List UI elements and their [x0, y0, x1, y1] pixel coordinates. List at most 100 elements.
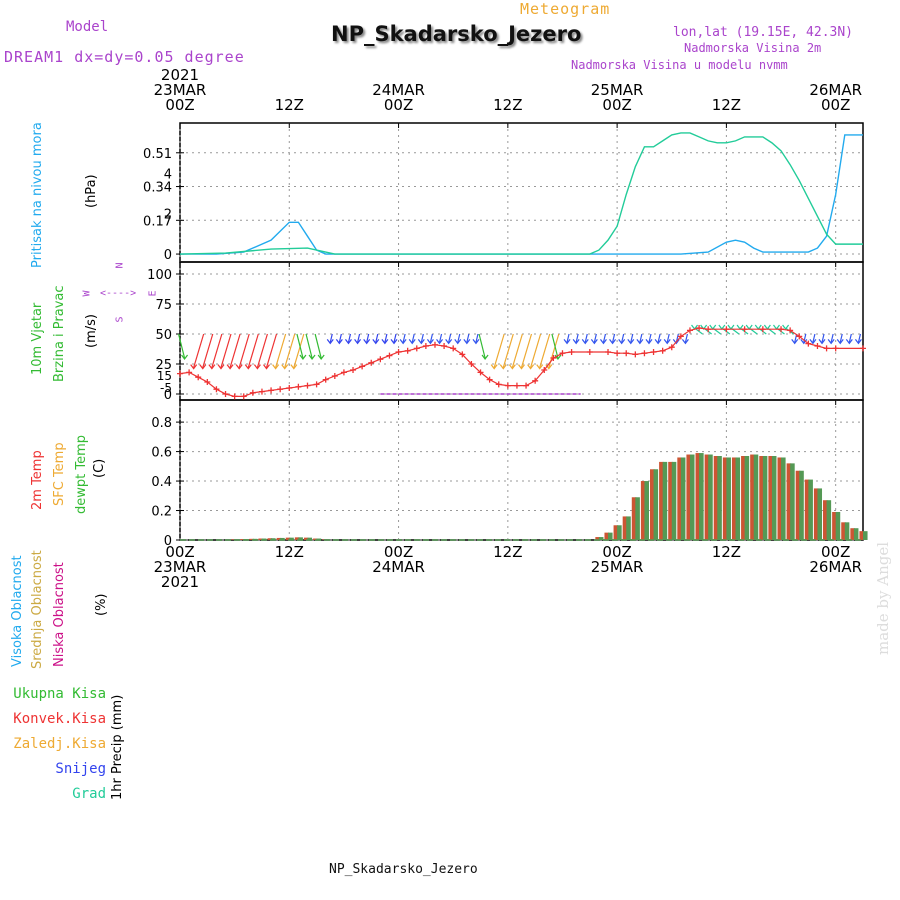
- wind-speed-marker: [368, 359, 375, 366]
- wind-speed-marker: [204, 379, 211, 385]
- wind-barb-head: [681, 339, 689, 345]
- wind-speed-marker: [441, 343, 448, 349]
- wind-barb: [193, 333, 205, 368]
- temp-bar-b: [835, 512, 841, 540]
- wind-barb-head: [818, 339, 826, 345]
- panel-2-ytick-label: 25: [155, 358, 172, 373]
- wind-barb-head: [290, 364, 298, 370]
- station-title: NP_Skadarsko_Jezero: [331, 22, 582, 46]
- wind-speed-marker: [268, 387, 275, 394]
- temp-bar-a: [668, 461, 673, 540]
- panel-1-ytick-label: 0.34: [143, 181, 172, 196]
- temp-bar-a: [231, 539, 236, 540]
- wind-barb-head: [718, 324, 726, 330]
- wind-speed-marker: [504, 382, 511, 389]
- panel-3-ytick-label: 0: [164, 534, 172, 549]
- top-time-label-line: 26MAR: [809, 81, 863, 99]
- wind-barb: [305, 333, 313, 359]
- panel-1-right-tick-label: 4: [164, 168, 172, 183]
- temp-bar-a: [677, 457, 682, 540]
- temp-bar-b: [626, 516, 631, 540]
- wind-speed-marker: [741, 326, 748, 333]
- chart-type: Meteogram: [520, 0, 611, 18]
- temp-bar-b: [598, 537, 604, 540]
- wind-barb-head: [463, 339, 471, 345]
- panel-1-ytick-label: 0.51: [143, 147, 172, 162]
- wind-barb-head: [272, 364, 280, 370]
- wind-barb-head: [372, 339, 380, 345]
- altitude: Nadmorska Visina 2m: [684, 41, 822, 55]
- wind-barb: [177, 333, 186, 359]
- temp-bar-b: [289, 537, 294, 540]
- wind-barb: [530, 333, 542, 368]
- wind-barb-head: [563, 339, 571, 345]
- bottom-time-label: 00Z 25MAR: [577, 545, 657, 590]
- top-time-label-line: 12Z: [711, 96, 742, 114]
- top-time-label: 12Z: [686, 68, 766, 113]
- wind-speed-marker: [778, 326, 785, 333]
- wind-barb: [575, 333, 579, 343]
- wind-barb-head: [809, 339, 817, 345]
- top-time-label-line: 2021: [160, 66, 200, 84]
- top-time-label-line: 00Z: [820, 96, 851, 114]
- precip-legend-item: Ukupna Kisa: [13, 686, 106, 702]
- compass-arrows: <---->: [100, 288, 137, 299]
- temp-bar-b: [680, 457, 686, 540]
- top-time-label: 26MAR 00Z: [796, 68, 876, 113]
- panel-1-right-tick-label: 2: [164, 207, 172, 222]
- wind-barb-head: [199, 364, 207, 370]
- wind-speed-marker: [413, 345, 420, 352]
- wind-barb-head: [645, 339, 653, 345]
- wind-barb: [366, 333, 370, 343]
- wind-speed-marker: [832, 345, 839, 352]
- wind-speed-marker: [450, 345, 457, 352]
- wind-barb: [839, 333, 843, 343]
- temp-bar-b: [280, 537, 285, 540]
- temp-bar-a: [841, 522, 846, 540]
- wind-speed-marker: [186, 369, 193, 376]
- panel-3-frame: [179, 399, 864, 541]
- wind-barb-head: [335, 339, 343, 345]
- wind-barb-head: [299, 354, 307, 360]
- wind-speed-marker: [313, 381, 320, 388]
- wind-barb-head: [408, 339, 416, 345]
- wind-compass: N W E S <---->: [82, 258, 159, 328]
- temp-bar-a: [859, 531, 864, 540]
- wind-barb-head: [745, 324, 753, 330]
- temp-bar-a: [276, 537, 282, 540]
- wind-barb: [411, 333, 415, 343]
- wind-barb: [821, 333, 825, 343]
- temp-bar-a: [804, 479, 810, 540]
- wind-barb: [202, 333, 214, 368]
- wind-barb: [830, 333, 834, 343]
- temp-bar-a: [795, 470, 801, 540]
- wind-barb-head: [381, 339, 389, 345]
- temp-bar-b: [617, 525, 622, 540]
- bottom-time-label-line: 00Z: [165, 543, 195, 561]
- wind-barb: [848, 333, 852, 343]
- temp-bar-b: [708, 454, 713, 540]
- wind-speed-marker: [677, 333, 684, 340]
- model-altitude: Nadmorska Visina u modelu nvmm: [571, 58, 788, 72]
- temp-bar-a: [823, 500, 828, 540]
- wind-barb: [265, 333, 278, 368]
- wind-barb-head: [827, 339, 835, 345]
- wind-barb: [384, 333, 388, 343]
- wind-barb-head: [581, 339, 589, 345]
- temp-bar-b: [307, 537, 313, 540]
- temp-bar-b: [863, 531, 868, 540]
- temp-bar-b: [771, 456, 777, 540]
- temp-bar-b: [762, 456, 768, 540]
- wind-barb-head: [344, 339, 352, 345]
- top-time-label-line: 23MAR: [153, 81, 207, 99]
- wind-barb: [584, 333, 588, 343]
- panel-2-ytick-label: 100: [147, 268, 172, 283]
- wind-speed-marker: [468, 361, 475, 367]
- wind-barb-head: [190, 364, 198, 370]
- wind-barb-head: [399, 339, 407, 345]
- wind-barb: [648, 333, 652, 343]
- wind-barb-head: [736, 324, 744, 330]
- wind-barb-head: [599, 339, 607, 345]
- temp-bar-b: [717, 456, 722, 540]
- temp-bar-a: [649, 469, 655, 540]
